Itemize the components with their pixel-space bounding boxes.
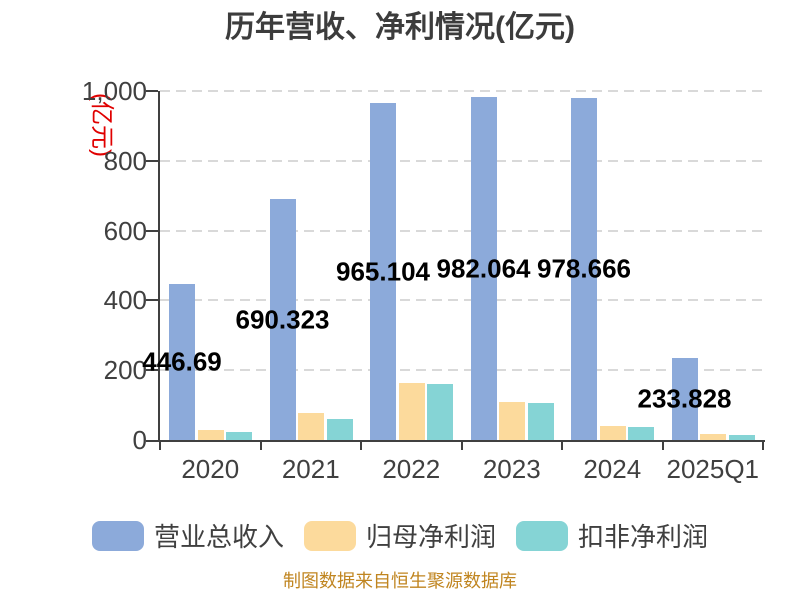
legend-label-归母净利润: 归母净利润: [365, 522, 496, 552]
chart-title: 历年营收、净利情况(亿元): [225, 11, 575, 44]
y-axis-unit-label: (亿元): [88, 93, 115, 157]
value-label-2024: 978.666: [537, 253, 631, 284]
y-tick-label-400: 400: [103, 285, 147, 316]
legend-swatch-归母净利润: [303, 520, 356, 551]
legend-label-扣非净利润: 扣非净利润: [578, 522, 709, 552]
x-axis-tick-1: [259, 442, 262, 450]
value-label-2023: 982.064: [436, 253, 531, 284]
bar-营业总收入-2023: [470, 97, 497, 440]
gridline-400: [160, 299, 763, 302]
bar-归母净利润-2021: [298, 413, 324, 440]
x-tick-label-2020: 2020: [181, 454, 240, 484]
bar-归母净利润-2023: [499, 402, 525, 440]
value-label-2025Q1: 233.828: [637, 383, 732, 414]
bar-营业总收入-2022: [370, 103, 396, 440]
y-axis-line: [158, 91, 160, 440]
gridline-1000: [160, 90, 763, 92]
bar-营业总收入-2020: [169, 284, 195, 440]
x-tick-label-2021: 2021: [281, 454, 340, 484]
bar-归母净利润-2025Q1: [700, 434, 726, 440]
bar-营业总收入-2025Q1: [671, 358, 698, 440]
legend: 营业总收入 归母净利润 扣非净利润: [0, 517, 800, 554]
x-axis-tick-3: [460, 442, 463, 450]
x-axis-tick-0: [159, 442, 161, 450]
gridline-200: [160, 369, 763, 372]
legend-label-营业总收入: 营业总收入: [153, 522, 284, 552]
bar-营业总收入-2021: [269, 199, 296, 440]
plot-area: 446.69 690.323 965.104 982.064 978.666 233.82…: [142, 90, 765, 484]
legend-swatch-扣非净利润: [516, 520, 568, 551]
gridline-600: [160, 229, 763, 232]
y-tick-label-0: 0: [132, 425, 147, 455]
value-label-2022: 965.104: [336, 256, 430, 287]
x-tick-label-2023: 2023: [482, 454, 541, 484]
x-axis-tick-2: [360, 442, 362, 450]
bar-归母净利润-2020: [197, 429, 224, 440]
bar-扣非净利润-2024: [628, 426, 654, 440]
bar-扣非净利润-2022: [427, 384, 453, 440]
bar-营业总收入-2024: [571, 98, 597, 440]
y-axis-tick-200: [146, 369, 158, 372]
x-axis-tick-6: [762, 442, 764, 450]
bar-扣非净利润-2025Q1: [728, 435, 755, 440]
y-axis-tick-1000: [146, 90, 158, 92]
legend-item-归母净利润[interactable]: 归母净利润: [303, 517, 496, 554]
y-tick-label-600: 600: [103, 215, 147, 246]
y-tick-label-200: 200: [103, 355, 147, 386]
x-axis-tick-4: [561, 442, 563, 450]
value-label-2020: 446.69: [142, 346, 222, 377]
bar-扣非净利润-2020: [226, 432, 252, 440]
legend-item-营业总收入[interactable]: 营业总收入: [91, 517, 284, 554]
data-source-note: 制图数据来自恒生聚源数据库: [283, 571, 517, 591]
bar-扣非净利润-2021: [326, 419, 353, 440]
y-axis-tick-400: [146, 299, 158, 302]
bar-归母净利润-2024: [599, 425, 626, 440]
legend-swatch-营业总收入: [91, 520, 144, 551]
legend-item-扣非净利润[interactable]: 扣非净利润: [516, 517, 708, 554]
gridline-800: [160, 159, 763, 162]
x-tick-label-2024: 2024: [583, 454, 642, 484]
y-axis-tick-600: [146, 229, 158, 232]
y-axis-tick-800: [146, 159, 158, 162]
x-tick-label-2022: 2022: [382, 454, 441, 484]
bar-扣非净利润-2023: [527, 403, 554, 440]
x-axis-tick-5: [661, 442, 664, 450]
value-label-2021: 690.323: [235, 304, 330, 335]
bar-归母净利润-2022: [398, 383, 425, 440]
x-axis-line: [146, 440, 765, 442]
x-tick-label-2025Q1: 2025Q1: [666, 454, 760, 484]
